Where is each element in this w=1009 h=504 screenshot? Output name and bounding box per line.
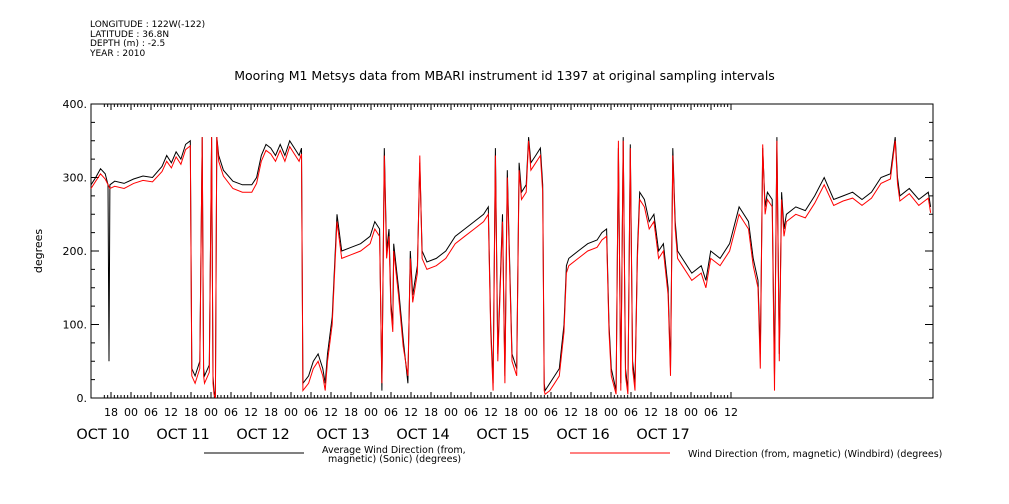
series-line-windbird [90,137,932,399]
series-lines [90,137,932,399]
y-tick-label: 100. [63,319,88,332]
latitude-label: LATITUDE : 36.8N [90,29,170,40]
hour-tick-label: 06 [464,406,478,419]
date-label: OCT 10 [76,427,129,443]
depth-label: DEPTH (m) : -2.5 [90,39,166,49]
hour-tick-label: 12 [724,406,738,419]
longitude-label: LONGITUDE : 122W(-122) [90,20,206,30]
hour-tick-label: 12 [244,406,258,419]
hour-tick-label: 06 [384,406,398,419]
hour-tick-label: 18 [344,406,358,419]
hour-tick-label: 12 [644,406,658,419]
hour-tick-label: 00 [284,406,298,419]
hour-tick-label: 18 [424,406,438,419]
hour-tick-label: 00 [524,406,538,419]
hour-tick-label: 12 [404,406,418,419]
legend: Average Wind Direction (from, magnetic) … [204,445,942,465]
date-label: OCT 14 [396,427,449,443]
chart-title: Mooring M1 Metsys data from MBARI instru… [234,68,775,83]
legend-label-sonic-line1: Average Wind Direction (from, [322,445,466,456]
hour-tick-label: 18 [104,406,118,419]
hour-tick-label: 18 [184,406,198,419]
hour-tick-label: 12 [564,406,578,419]
hour-tick-label: 00 [444,406,458,419]
hour-tick-label: 06 [224,406,238,419]
hour-tick-label: 18 [664,406,678,419]
y-tick-label: 300. [63,172,88,185]
y-tick-label: 400. [63,98,88,111]
hour-tick-label: 06 [624,406,638,419]
date-label: OCT 11 [156,427,209,443]
hour-tick-label: 00 [604,406,618,419]
hour-tick-label: 18 [264,406,278,419]
hour-tick-label: 18 [584,406,598,419]
y-axis-label: degrees [32,229,45,274]
y-tick-label: 0. [77,392,88,405]
hour-tick-label: 06 [704,406,718,419]
hour-tick-label: 06 [144,406,158,419]
hour-tick-label: 12 [484,406,498,419]
hour-tick-label: 12 [324,406,338,419]
date-label: OCT 17 [636,427,689,443]
date-label: OCT 15 [476,427,529,443]
hour-tick-label: 18 [504,406,518,419]
year-label: YEAR : 2010 [90,48,146,59]
mooring-metadata: LONGITUDE : 122W(-122) LATITUDE : 36.8N … [90,20,206,59]
hour-tick-label: 06 [544,406,558,419]
y-tick-label: 200. [63,245,88,258]
date-label: OCT 16 [556,427,609,443]
hour-tick-label: 12 [164,406,178,419]
hour-tick-label: 00 [364,406,378,419]
date-label: OCT 13 [316,427,369,443]
x-axis: 18 00 06 12 18 00 06 12 18 00 06 12 18 00 06 12 18 00 06 12… [76,104,738,443]
hour-tick-label: 00 [204,406,218,419]
hour-tick-label: 00 [124,406,138,419]
legend-label-windbird: Wind Direction (from, magnetic) (Windbir… [688,449,942,460]
hour-tick-label: 00 [684,406,698,419]
hour-tick-label: 06 [304,406,318,419]
y-axis: 0. 100. 200. 300. 400. [63,98,933,405]
date-label: OCT 12 [236,427,289,443]
legend-label-sonic-line2: magnetic) (Sonic) (degrees) [328,454,461,465]
